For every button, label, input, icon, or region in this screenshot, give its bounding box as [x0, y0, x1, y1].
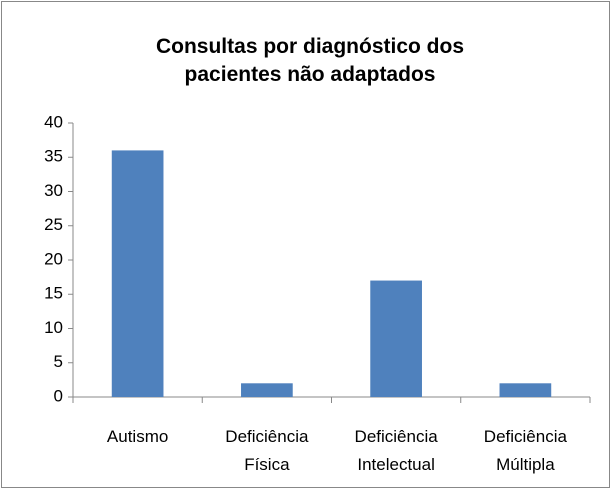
y-tick-label: 35	[44, 147, 63, 166]
y-tick-label: 40	[44, 112, 63, 131]
x-tick-label: Deficiência Intelectual	[354, 427, 438, 474]
y-tick-label: 5	[54, 352, 63, 371]
chart-title: Consultas por diagnóstico dos pacientes …	[155, 35, 465, 86]
bar	[111, 150, 164, 397]
y-tick-label: 25	[44, 215, 63, 234]
bar	[499, 383, 552, 397]
y-tick-label: 0	[54, 386, 63, 405]
x-tick-label: Deficiência Múltipla	[483, 427, 567, 474]
y-tick-label: 30	[44, 181, 63, 200]
y-tick-label: 20	[44, 249, 63, 268]
x-tick-label: Autismo	[106, 427, 169, 446]
y-tick-label: 10	[44, 318, 63, 337]
x-tick-label: Deficiência Física	[225, 427, 309, 474]
y-tick-label: 15	[44, 284, 63, 303]
bar	[370, 280, 422, 397]
bar	[241, 383, 293, 397]
